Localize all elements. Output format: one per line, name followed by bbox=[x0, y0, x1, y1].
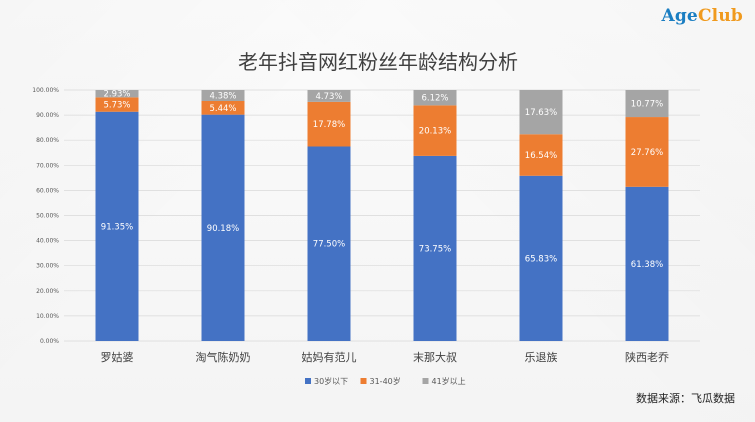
data-label: 6.12% bbox=[421, 94, 448, 104]
y-tick-label: 100.00% bbox=[32, 87, 59, 94]
category-labels: 罗姑婆 淘气陈奶奶 姑妈有范儿 末那大叔 乐退族 陕西老乔 bbox=[101, 350, 670, 364]
category-label: 姑妈有范儿 bbox=[302, 350, 357, 364]
data-source: 数据来源：飞瓜数据 bbox=[636, 392, 735, 405]
legend-label: 41岁以上 bbox=[432, 376, 466, 386]
data-label: 17.78% bbox=[313, 120, 345, 130]
bar-segment bbox=[307, 101, 351, 147]
bar-segment bbox=[201, 114, 245, 342]
data-label: 10.77% bbox=[631, 100, 663, 110]
legend-swatch bbox=[422, 378, 429, 384]
bar-segment bbox=[95, 90, 139, 98]
legend: 30岁以下 31-40岁 41岁以上 bbox=[305, 376, 466, 386]
data-label: 5.73% bbox=[103, 101, 130, 111]
data-label: 73.75% bbox=[419, 244, 451, 254]
bar-segment bbox=[201, 90, 245, 101]
data-label: 61.38% bbox=[631, 260, 663, 270]
y-tick-label: 60.00% bbox=[36, 187, 59, 194]
bar-segment bbox=[95, 97, 139, 112]
bar-segment bbox=[307, 90, 351, 102]
y-tick-label: 90.00% bbox=[36, 112, 59, 119]
bar-segment bbox=[201, 100, 245, 115]
bar-group: 65.83% 16.54% 17.63% bbox=[519, 90, 563, 341]
y-tick-label: 80.00% bbox=[36, 137, 59, 144]
data-label: 77.50% bbox=[313, 240, 345, 250]
y-tick-label: 30.00% bbox=[36, 263, 59, 270]
chart-title: 老年抖音网红粉丝年龄结构分析 bbox=[238, 50, 518, 74]
data-label: 20.13% bbox=[419, 127, 451, 137]
y-tick-label: 40.00% bbox=[36, 238, 59, 245]
bars: 91.35% 5.73%2.93% 90.18% 5.44% 4.38% 77.50% 17… bbox=[95, 90, 669, 342]
bar-segment bbox=[519, 134, 563, 176]
bar-segment bbox=[95, 111, 139, 341]
legend-swatch bbox=[360, 378, 367, 384]
bar-group: 90.18% 5.44% 4.38% bbox=[201, 90, 245, 342]
data-label: 65.83% bbox=[525, 254, 557, 264]
y-axis-ticks: 0.00% 10.00% 20.00% 30.00% 40.00% 50.00% 60.00… bbox=[32, 87, 59, 345]
data-label: 90.18% bbox=[207, 224, 239, 234]
data-label: 2.93% bbox=[103, 90, 130, 100]
bar-group: 73.75% 20.13% 6.12% bbox=[413, 90, 457, 341]
legend-item: 31-40岁 bbox=[360, 376, 401, 386]
data-label: 4.73% bbox=[315, 92, 342, 102]
bar-segment bbox=[413, 90, 457, 106]
y-tick-label: 10.00% bbox=[36, 313, 59, 320]
category-label: 末那大叔 bbox=[413, 350, 457, 364]
y-tick-label: 20.00% bbox=[36, 288, 59, 295]
category-label: 罗姑婆 bbox=[101, 351, 134, 364]
bar-segment bbox=[413, 105, 457, 156]
data-label: 27.76% bbox=[631, 148, 663, 158]
data-label: 17.63% bbox=[525, 108, 557, 118]
y-tick-label: 50.00% bbox=[36, 213, 59, 220]
bar-segment bbox=[413, 155, 457, 341]
bar-group: 61.38% 27.76% 10.77% bbox=[625, 90, 669, 341]
ageclub-logo: AgeClub bbox=[661, 6, 743, 26]
legend-label: 31-40岁 bbox=[370, 376, 401, 386]
bar-segment bbox=[625, 90, 669, 118]
legend-label: 30岁以下 bbox=[314, 376, 348, 386]
bar-group: 77.50% 17.78% 4.73% bbox=[307, 90, 351, 341]
bar-segment bbox=[519, 175, 563, 341]
bar-segment bbox=[625, 186, 669, 341]
y-tick-label: 70.00% bbox=[36, 162, 59, 169]
bar-segment bbox=[625, 117, 669, 187]
category-label: 淘气陈奶奶 bbox=[196, 350, 251, 364]
logo-age: Age bbox=[661, 6, 698, 26]
data-label: 4.38% bbox=[209, 91, 236, 101]
bar-segment bbox=[519, 90, 563, 135]
gridlines bbox=[64, 89, 700, 342]
legend-swatch bbox=[305, 378, 311, 384]
data-label: 91.35% bbox=[101, 222, 133, 232]
data-label: 16.54% bbox=[525, 151, 557, 161]
logo-club: Club bbox=[697, 6, 743, 26]
bar-segment bbox=[307, 146, 351, 341]
category-label: 陕西老乔 bbox=[625, 350, 669, 364]
legend-item: 41岁以上 bbox=[422, 376, 466, 386]
y-tick-label: 0.00% bbox=[40, 338, 59, 345]
bar-group: 91.35% 5.73%2.93% bbox=[95, 90, 139, 341]
legend-item: 30岁以下 bbox=[305, 376, 348, 386]
data-label: 5.44% bbox=[209, 104, 236, 114]
category-label: 乐退族 bbox=[525, 350, 558, 364]
